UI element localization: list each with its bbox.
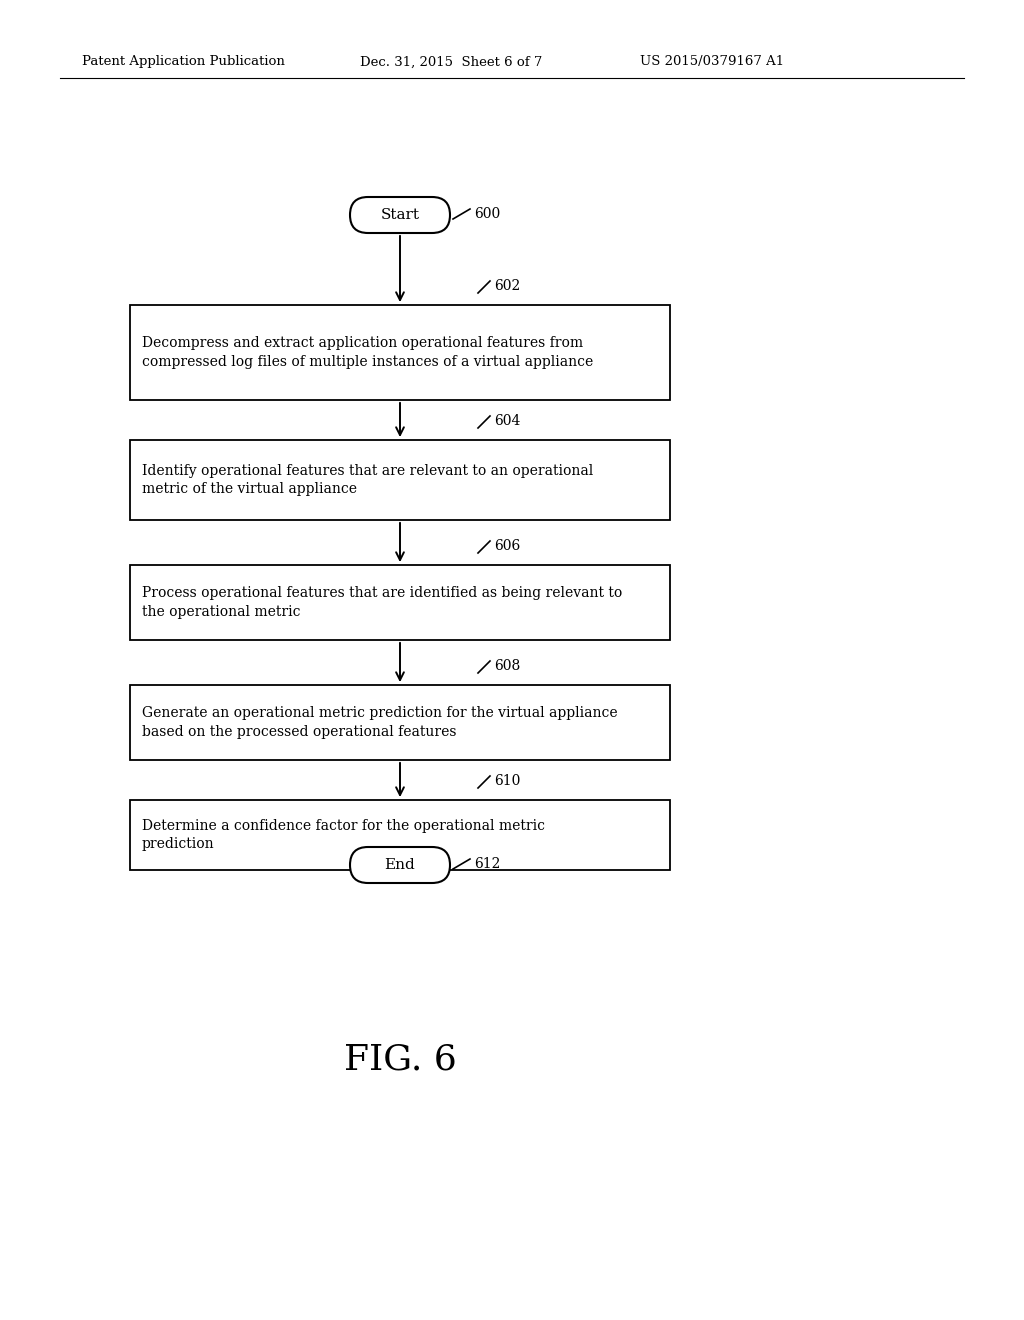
Text: 600: 600: [474, 207, 501, 220]
Text: 606: 606: [494, 539, 520, 553]
Text: FIG. 6: FIG. 6: [344, 1043, 457, 1077]
Text: Patent Application Publication: Patent Application Publication: [82, 55, 285, 69]
Bar: [130, 565, 670, 640]
Text: 604: 604: [494, 414, 520, 428]
Text: 612: 612: [474, 857, 501, 871]
Text: End: End: [385, 858, 416, 873]
Text: 608: 608: [494, 659, 520, 673]
Text: 602: 602: [494, 279, 520, 293]
Bar: [130, 685, 670, 760]
Bar: [130, 305, 670, 400]
Text: 610: 610: [494, 774, 520, 788]
Text: Dec. 31, 2015  Sheet 6 of 7: Dec. 31, 2015 Sheet 6 of 7: [360, 55, 543, 69]
Text: Determine a confidence factor for the operational metric
prediction: Determine a confidence factor for the op…: [142, 818, 545, 851]
Text: Process operational features that are identified as being relevant to
the operat: Process operational features that are id…: [142, 586, 623, 619]
Text: Generate an operational metric prediction for the virtual appliance
based on the: Generate an operational metric predictio…: [142, 706, 617, 739]
FancyBboxPatch shape: [350, 197, 450, 234]
Text: Decompress and extract application operational features from
compressed log file: Decompress and extract application opera…: [142, 337, 593, 368]
Text: Start: Start: [381, 209, 420, 222]
FancyBboxPatch shape: [350, 847, 450, 883]
Text: Identify operational features that are relevant to an operational
metric of the : Identify operational features that are r…: [142, 463, 593, 496]
Bar: [130, 800, 670, 870]
Bar: [130, 440, 670, 520]
Text: US 2015/0379167 A1: US 2015/0379167 A1: [640, 55, 784, 69]
